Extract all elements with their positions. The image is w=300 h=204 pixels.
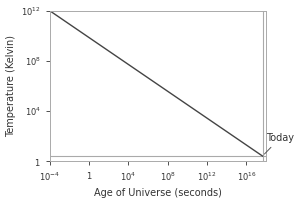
Y-axis label: Temperature (Kelvin): Temperature (Kelvin) bbox=[6, 35, 16, 137]
X-axis label: Age of Universe (seconds): Age of Universe (seconds) bbox=[94, 188, 222, 198]
Text: Today: Today bbox=[264, 133, 294, 154]
